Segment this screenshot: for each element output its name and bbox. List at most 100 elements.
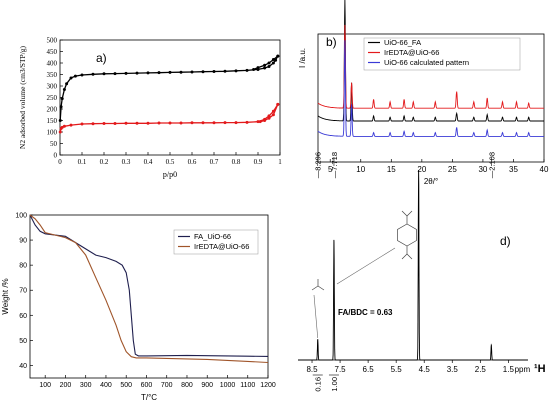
y-tick-label: 450: [47, 48, 58, 56]
data-point: [276, 102, 280, 106]
x-tick-label: 7.5: [335, 365, 347, 374]
y-tick-label: 50: [50, 140, 58, 148]
series-line: [317, 40, 544, 137]
series-line: [317, 24, 544, 109]
bond: [401, 210, 408, 217]
data-point: [58, 119, 62, 122]
x-tick-label: 900: [201, 382, 213, 389]
plot-frame: [29, 214, 269, 379]
peak-label-7718: —7.718: [330, 152, 339, 178]
data-point: [263, 66, 267, 70]
legend-entry: IrEDTA@UiO-66: [384, 48, 439, 57]
data-point: [267, 116, 271, 120]
y-tick-label: 350: [47, 71, 58, 79]
x-tick-label: 600: [141, 382, 153, 389]
data-point: [179, 121, 183, 125]
x-tick-label: 10: [356, 165, 365, 174]
y-tick-label: 200: [47, 106, 58, 114]
data-point: [263, 63, 267, 67]
data-point: [271, 58, 275, 62]
data-point: [146, 121, 150, 125]
x-tick-label: 8.5: [306, 365, 318, 374]
data-point: [258, 120, 262, 124]
data-point: [69, 123, 73, 127]
data-point: [113, 121, 117, 125]
panel-a-adsorption: 0 0.1 0.2 0.3 0.4 0.5 0.6 0.7 0.8 0.9 1 0 50 100 150 20…: [18, 37, 282, 180]
data-point: [157, 71, 161, 75]
data-point: [91, 122, 95, 126]
panel-label: a): [96, 51, 107, 65]
x-axis-label: p/p0: [163, 170, 177, 179]
y-tick-label: 100: [47, 129, 58, 137]
y-tick-label: 0: [54, 152, 58, 160]
data-point: [124, 121, 128, 125]
y-tick-label: 90: [19, 238, 27, 245]
legend-box: [173, 229, 259, 255]
y-tick-label: 100: [15, 213, 27, 220]
panel-d-nmr: 8.5 7.5 6.5 5.5 4.5 3.5 2.5 1.5 ppm ¹H d) —8.296 —7.…: [298, 152, 546, 392]
x-tick-label: 1000: [220, 382, 236, 389]
bond: [401, 253, 408, 260]
data-point: [267, 61, 271, 65]
data-point: [190, 121, 194, 125]
data-point: [190, 70, 194, 74]
x-tick-label: 5: [328, 165, 333, 174]
x-tick-label: 0.8: [232, 158, 241, 166]
x-tick-label: 300: [80, 382, 92, 389]
data-point: [245, 120, 249, 124]
panel-b-xrd: 5 10 15 20 25 30 35 40 2θ/° I /a.u. b) UiO-66_FAIrE…: [298, 0, 549, 186]
data-point: [271, 113, 275, 117]
x-tick-label: 100: [39, 382, 51, 389]
series-line: [29, 214, 269, 364]
formic-arrow: [313, 294, 319, 339]
spectrum-line: [298, 169, 528, 361]
legend-entry: UiO-66_FA: [384, 38, 421, 47]
panel-c-tga: 100 200 300 400 500 600 700 800 900 1000 1100 1200 4…: [1, 213, 276, 403]
bond: [406, 253, 413, 260]
x-tick-label: 0.6: [188, 158, 197, 166]
x-tick-label: 0: [58, 158, 62, 166]
y-tick-label: 80: [19, 263, 27, 270]
y-axis-label: Weight /%: [1, 278, 10, 314]
data-point: [157, 121, 161, 125]
x-tick-label: 15: [387, 165, 396, 174]
x-axis-label: ppm: [515, 365, 531, 374]
x-axis-label: 2θ/°: [424, 177, 438, 186]
data-point: [271, 61, 275, 65]
series-line: [59, 104, 279, 133]
bond: [317, 285, 325, 291]
data-point: [135, 71, 139, 75]
data-point: [69, 76, 73, 80]
x-tick-label: 5.5: [391, 365, 403, 374]
x-tick-label: 0.7: [210, 158, 219, 166]
x-tick-label: 1: [278, 158, 282, 166]
bond: [406, 210, 413, 217]
data-point: [60, 125, 64, 129]
data-point: [223, 121, 227, 125]
data-point: [212, 70, 216, 74]
data-point: [179, 70, 183, 74]
legend-box: [363, 37, 521, 71]
data-point: [60, 97, 64, 101]
data-point: [135, 121, 139, 125]
data-point: [252, 67, 256, 71]
x-tick-label: 25: [448, 165, 457, 174]
data-point: [91, 72, 95, 76]
plot-frame: [59, 39, 281, 156]
peak-label-2108: —2.108: [487, 152, 496, 178]
x-tick-label: 500: [120, 382, 132, 389]
formic-structure-sketch: [311, 279, 325, 291]
legend-entry: UiO-66 calculated pattern: [384, 58, 469, 67]
y-tick-label: 50: [19, 338, 27, 345]
x-tick-label: 6.5: [363, 365, 375, 374]
y-tick-label: 250: [47, 94, 58, 102]
x-tick-label: 40: [540, 165, 549, 174]
x-tick-label: 400: [100, 382, 112, 389]
data-point: [62, 87, 66, 91]
data-point: [168, 121, 172, 125]
data-point: [276, 54, 280, 58]
x-tick-label: 800: [181, 382, 193, 389]
x-tick-label: 2.5: [475, 365, 487, 374]
integral-label: 1.00: [330, 377, 339, 392]
